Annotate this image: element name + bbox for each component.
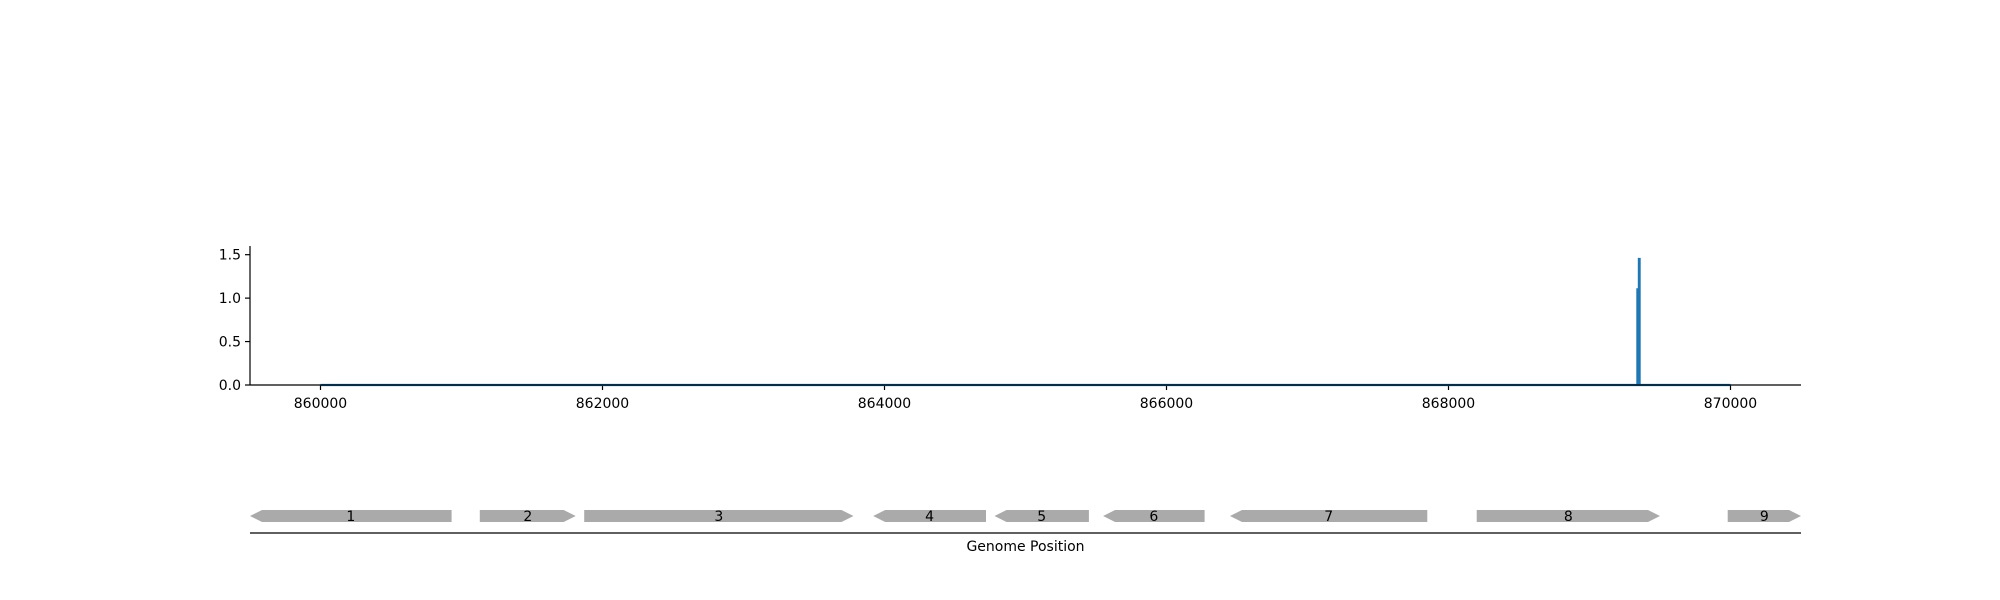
- gene-arrow: [873, 510, 986, 522]
- coverage-y-axis-ticks: 0.0 0.5 1.0 1.5: [219, 248, 250, 394]
- gene-arrow: [1103, 510, 1205, 522]
- gene-arrow: [994, 510, 1089, 522]
- coverage-line: [320, 257, 1731, 387]
- gene-arrow: [1230, 510, 1428, 522]
- gene-label: 4: [925, 509, 934, 525]
- gene-label: 9: [1760, 509, 1769, 525]
- gene-label: 8: [1564, 509, 1573, 525]
- x-tick-label: 864000: [858, 396, 911, 412]
- coverage-x-axis-ticks: 860000 862000 864000 866000 868000 870000: [294, 385, 1757, 412]
- gene-arrow: [1476, 510, 1660, 522]
- y-tick-label: 1.5: [219, 248, 241, 264]
- y-tick-label: 0.5: [219, 335, 241, 351]
- gene-arrow: [479, 510, 576, 522]
- gene-label: 1: [346, 509, 355, 525]
- gene-track: 1 2 3 4 5 6 7 8 9 Genome Position: [250, 509, 1801, 555]
- gene-arrow: [250, 510, 452, 522]
- gene-label: 3: [714, 509, 723, 525]
- coverage-plot: 0.0 0.5 1.0 1.5 860000 862000 864000 866000 868…: [219, 246, 1801, 412]
- x-tick-label: 860000: [294, 396, 347, 412]
- y-tick-label: 0.0: [219, 378, 241, 394]
- x-tick-label: 870000: [1704, 396, 1757, 412]
- gene-arrows: 1 2 3 4 5 6 7 8 9: [250, 509, 1801, 525]
- gene-label: 7: [1324, 509, 1333, 525]
- gene-label: 6: [1149, 509, 1158, 525]
- gene-arrow: [584, 510, 854, 522]
- x-tick-label: 866000: [1140, 396, 1193, 412]
- gene-arrow: [1727, 510, 1801, 522]
- gene-label: 5: [1037, 509, 1046, 525]
- x-tick-label: 862000: [576, 396, 629, 412]
- gene-label: 2: [523, 509, 532, 525]
- y-tick-label: 1.0: [219, 291, 241, 307]
- gene-track-x-axis-label: Genome Position: [966, 539, 1084, 555]
- x-tick-label: 868000: [1422, 396, 1475, 412]
